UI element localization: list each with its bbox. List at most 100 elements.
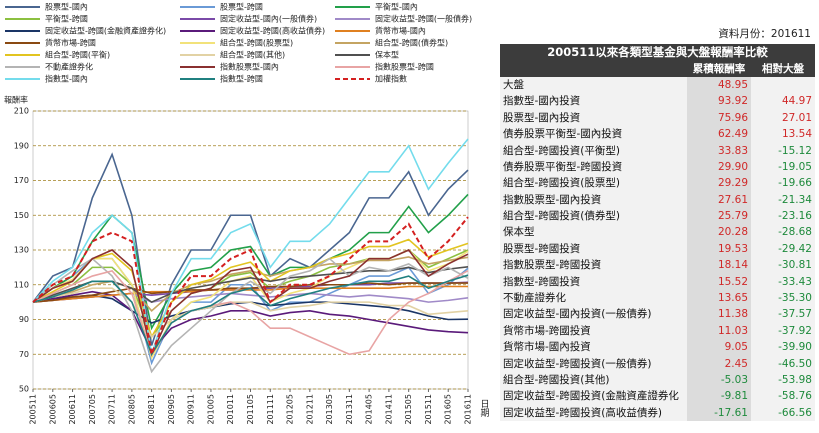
x-tick-label: 201105: [246, 394, 255, 425]
legend-label: 組合型-跨國(股票型): [220, 38, 293, 48]
table-cell: -30.81: [751, 257, 815, 274]
table-cell: 200511以來各類型基金與大盤報酬率比較: [500, 44, 815, 61]
table: 200511以來各類型基金與大盤報酬率比較 累積報酬率 相對大盤 大盤 48.95 指數型…: [500, 44, 815, 421]
table-cell: 25.79: [687, 207, 751, 225]
x-tick-label: 200711: [108, 394, 117, 425]
table-cell: [751, 76, 815, 94]
table-row: 固定收益型-跨國投資(金融資產證券化 -9.81 -58.76: [500, 388, 815, 405]
table-row: 貨幣市場-國內投資 9.05 -39.90: [500, 339, 815, 356]
series-line: [32, 294, 469, 324]
table-row: 固定收益型-跨國投資(高收益債券) -17.61 -66.56: [500, 404, 815, 421]
series-line: [32, 285, 468, 303]
table-cell: 指數股票型-跨國投資: [500, 257, 687, 274]
table-row: 組合型-跨國投資(股票型) 29.29 -19.66: [500, 175, 815, 192]
x-tick-label: 200811: [147, 394, 156, 425]
y-tick-label: 70: [19, 350, 29, 359]
table-cell: 62.49: [687, 125, 751, 143]
table-cell: 27.61: [687, 191, 751, 208]
table-cell: 指數型-跨國投資: [500, 273, 687, 290]
x-tick-label: 201011: [226, 394, 235, 425]
table-cell: -37.92: [751, 322, 815, 340]
legend-label: 固定收益型-跨國(一般債券): [375, 14, 472, 24]
table-cell: -23.16: [751, 207, 815, 225]
x-tick-label: 201611: [464, 394, 473, 425]
table-row: 組合型-跨國投資(其他) -5.03 -53.98: [500, 371, 815, 389]
table-cell: 貨幣市場-國內投資: [500, 339, 687, 356]
y-tick-label: 50: [19, 385, 29, 394]
y-tick-label: 130: [14, 246, 29, 255]
table-cell: 債券股票平衡型-跨國投資: [500, 158, 687, 176]
series-line: [32, 269, 469, 357]
legend-label: 組合型-跨國(其他): [220, 50, 285, 60]
table-row: 保本型 20.28 -28.68: [500, 224, 815, 241]
series-line: [32, 256, 469, 312]
table-cell: 不動產證券化: [500, 289, 687, 307]
table-cell: 債券股票平衡型-國內投資: [500, 125, 687, 143]
y-tick-label: 210: [14, 107, 29, 116]
series-line: [32, 193, 469, 331]
table-cell: 44.97: [751, 93, 815, 110]
series-line: [32, 152, 469, 346]
table-row: 固定收益型-國內投資(一般債券) 11.38 -37.57: [500, 306, 815, 323]
table-cell: [500, 60, 687, 77]
table-cell: 29.90: [687, 158, 751, 176]
table-cell: 48.95: [687, 76, 751, 94]
x-tick-label: 201311: [345, 394, 354, 425]
y-tick-label: 90: [19, 315, 29, 324]
x-tick-label: 201505: [404, 394, 413, 425]
legend-label: 貨幣市場-跨國: [45, 38, 96, 48]
series-line: [32, 257, 469, 374]
table-cell: 股票型-跨國投資: [500, 240, 687, 258]
table-cell: -5.03: [687, 371, 751, 389]
legend-label: 固定收益型-跨國(金融資產證券化): [45, 26, 166, 36]
table-row: 股票型-國內投資 75.96 27.01: [500, 109, 815, 126]
table-cell: -15.12: [751, 142, 815, 159]
table-row: 大盤 48.95: [500, 76, 815, 94]
table-cell: 13.65: [687, 289, 751, 307]
table-cell: 組合型-跨國投資(債券型): [500, 207, 687, 225]
x-tick-label: 201411: [384, 394, 393, 425]
legend-label: 貨幣市場-國內: [375, 26, 426, 36]
table-cell: 18.14: [687, 257, 751, 274]
source: 資料月份：201611: [718, 28, 811, 40]
legend-label: 組合型-跨國(債券型): [375, 38, 448, 48]
table-cell: -53.98: [751, 371, 815, 389]
table-cell: 33.83: [687, 142, 751, 159]
legend-label: 指數股票型-國內: [220, 62, 279, 72]
legend-label: 固定收益型-國內(一般債券): [220, 14, 317, 24]
legend-label: 固定收益型-跨國(高收益債券): [220, 26, 325, 36]
x-tick-label: 201405: [365, 394, 374, 425]
table-cell: 9.05: [687, 339, 751, 356]
y-tick-label: 150: [14, 211, 29, 220]
table-cell: -28.68: [751, 224, 815, 241]
table-cell: 指數型-國內投資: [500, 93, 687, 110]
x-tick-label: 200611: [68, 394, 77, 425]
table-cell: -19.66: [751, 175, 815, 192]
x-tick-label: 200805: [127, 394, 136, 425]
x-tick-label: 200705: [88, 394, 97, 425]
table-cell: 指數股票型-國內投資: [500, 191, 687, 208]
table-cell: 組合型-跨國投資(其他): [500, 371, 687, 389]
table-row: 債券股票平衡型-跨國投資 29.90 -19.05: [500, 158, 815, 176]
table-cell: 股票型-國內投資: [500, 109, 687, 126]
legend-label: 股票型-跨國: [220, 3, 263, 12]
table-cell: -17.61: [687, 404, 751, 421]
table-cell: -66.56: [751, 404, 815, 421]
table-row: 不動產證券化 13.65 -35.30: [500, 289, 815, 307]
table-cell: -21.34: [751, 191, 815, 208]
series-line: [32, 249, 469, 357]
table-cell: 組合型-跨國投資(平衡型): [500, 142, 687, 159]
legend-label: 組合型-跨國(平衡): [45, 50, 110, 60]
x-tick-label: 200911: [187, 394, 196, 425]
table-cell: -35.30: [751, 289, 815, 307]
x-tick-label: 200605: [48, 394, 57, 425]
table-row: 指數股票型-國內投資 27.61 -21.34: [500, 191, 815, 208]
table-cell: 29.29: [687, 175, 751, 192]
series-line: [32, 290, 469, 353]
table-cell: 11.03: [687, 322, 751, 340]
y-tick-label: 170: [14, 176, 29, 185]
table-cell: 19.53: [687, 240, 751, 258]
table-cell: 大盤: [500, 76, 687, 94]
x-tick-label: 201511: [424, 394, 433, 425]
x-tick-label: 201111: [266, 394, 275, 425]
